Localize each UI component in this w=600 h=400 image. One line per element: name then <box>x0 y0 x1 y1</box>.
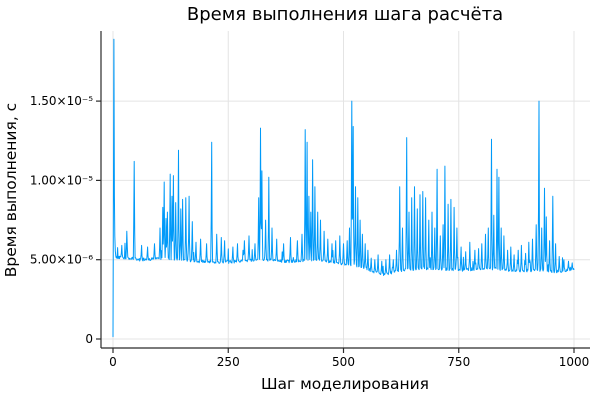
series-line <box>112 38 575 338</box>
x-tick-label: 0 <box>109 355 117 369</box>
y-axis-label: Время выполнения, с <box>2 103 20 277</box>
y-tick-label: 1.50×10⁻⁵ <box>30 94 93 108</box>
x-tick-label: 250 <box>217 355 240 369</box>
y-tick-label: 0 <box>85 332 93 346</box>
x-tick-labels: 0 250 500 750 1000 <box>109 355 589 369</box>
chart-title: Время выполнения шага расчёта <box>187 4 503 25</box>
grid-lines <box>101 31 590 348</box>
y-tick-label: 5.00×10⁻⁶ <box>30 253 93 267</box>
x-tick-label: 500 <box>332 355 355 369</box>
x-tick-label: 1000 <box>559 355 590 369</box>
x-axis-label: Шаг моделирования <box>261 375 429 393</box>
y-tick-labels: 0 5.00×10⁻⁶ 1.00×10⁻⁵ 1.50×10⁻⁵ <box>30 94 93 346</box>
y-tick-label: 1.00×10⁻⁵ <box>30 173 93 187</box>
axes-spines <box>100 31 590 349</box>
x-tick-label: 750 <box>447 355 470 369</box>
tick-marks <box>96 100 575 353</box>
